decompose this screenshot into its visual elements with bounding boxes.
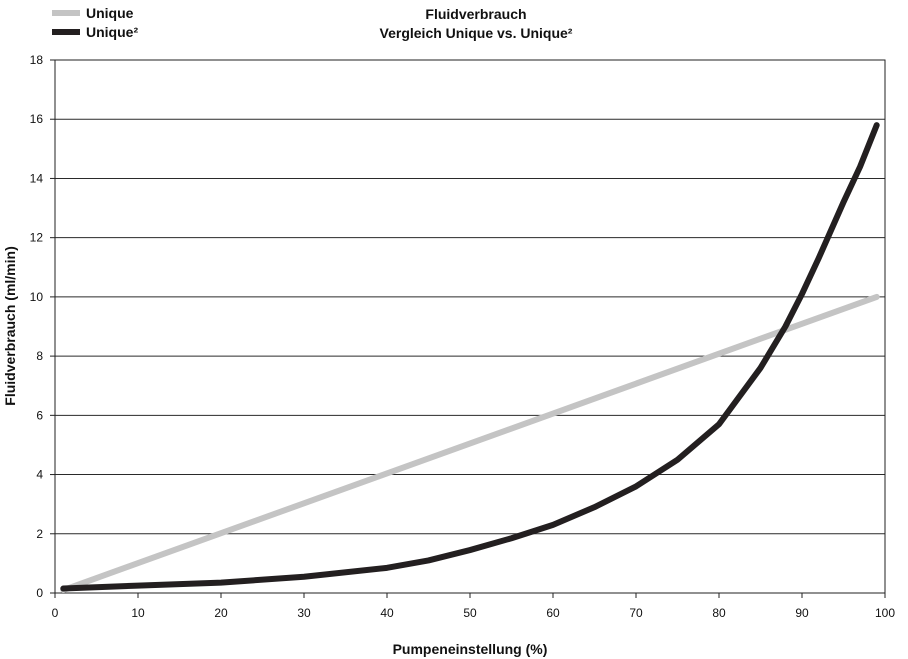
y-tick-label: 4 bbox=[36, 468, 43, 482]
x-tick-label: 40 bbox=[380, 606, 394, 620]
legend-label-unique: Unique bbox=[86, 5, 134, 21]
legend-swatch-unique2 bbox=[52, 29, 80, 35]
plot-frame bbox=[54, 59, 886, 594]
x-tick-label: 0 bbox=[52, 606, 59, 620]
x-tick-label: 30 bbox=[297, 606, 311, 620]
legend: Unique Unique² bbox=[52, 5, 138, 40]
x-axis-label: Pumpeneinstellung (%) bbox=[393, 641, 548, 657]
y-tick-label: 18 bbox=[30, 53, 44, 67]
series-line-unique bbox=[60, 293, 880, 594]
series-line-unique2 bbox=[60, 122, 880, 592]
x-tick-label: 100 bbox=[875, 606, 895, 620]
x-tick-label: 90 bbox=[795, 606, 809, 620]
y-tick-label: 8 bbox=[36, 349, 43, 363]
y-tick-label: 0 bbox=[36, 586, 43, 600]
x-tick-label: 20 bbox=[214, 606, 228, 620]
tick-layer: 0 2 4 6 8 10 12 14 16 18 0 10 20 30 40 50 60 70 80 90 100 bbox=[30, 53, 896, 620]
y-tick-label: 2 bbox=[36, 527, 43, 541]
y-tick-label: 16 bbox=[30, 112, 44, 126]
y-tick-label: 6 bbox=[36, 408, 43, 422]
x-tick-label: 10 bbox=[131, 606, 145, 620]
y-tick-label: 14 bbox=[30, 171, 44, 185]
y-axis-label: Fluidverbrauch (ml/min) bbox=[2, 246, 18, 405]
x-tick-label: 50 bbox=[463, 606, 477, 620]
x-tick-label: 80 bbox=[712, 606, 726, 620]
x-tick-label: 70 bbox=[629, 606, 643, 620]
series-layer bbox=[60, 122, 880, 594]
chart-subtitle: Vergleich Unique vs. Unique² bbox=[380, 25, 573, 41]
grid-layer bbox=[55, 59, 885, 594]
y-tick-label: 12 bbox=[30, 231, 44, 245]
legend-label-unique2: Unique² bbox=[86, 24, 138, 40]
x-tick-label: 60 bbox=[546, 606, 560, 620]
chart-title: Fluidverbrauch bbox=[425, 6, 526, 22]
legend-swatch-unique bbox=[52, 10, 80, 16]
y-tick-label: 10 bbox=[30, 290, 44, 304]
